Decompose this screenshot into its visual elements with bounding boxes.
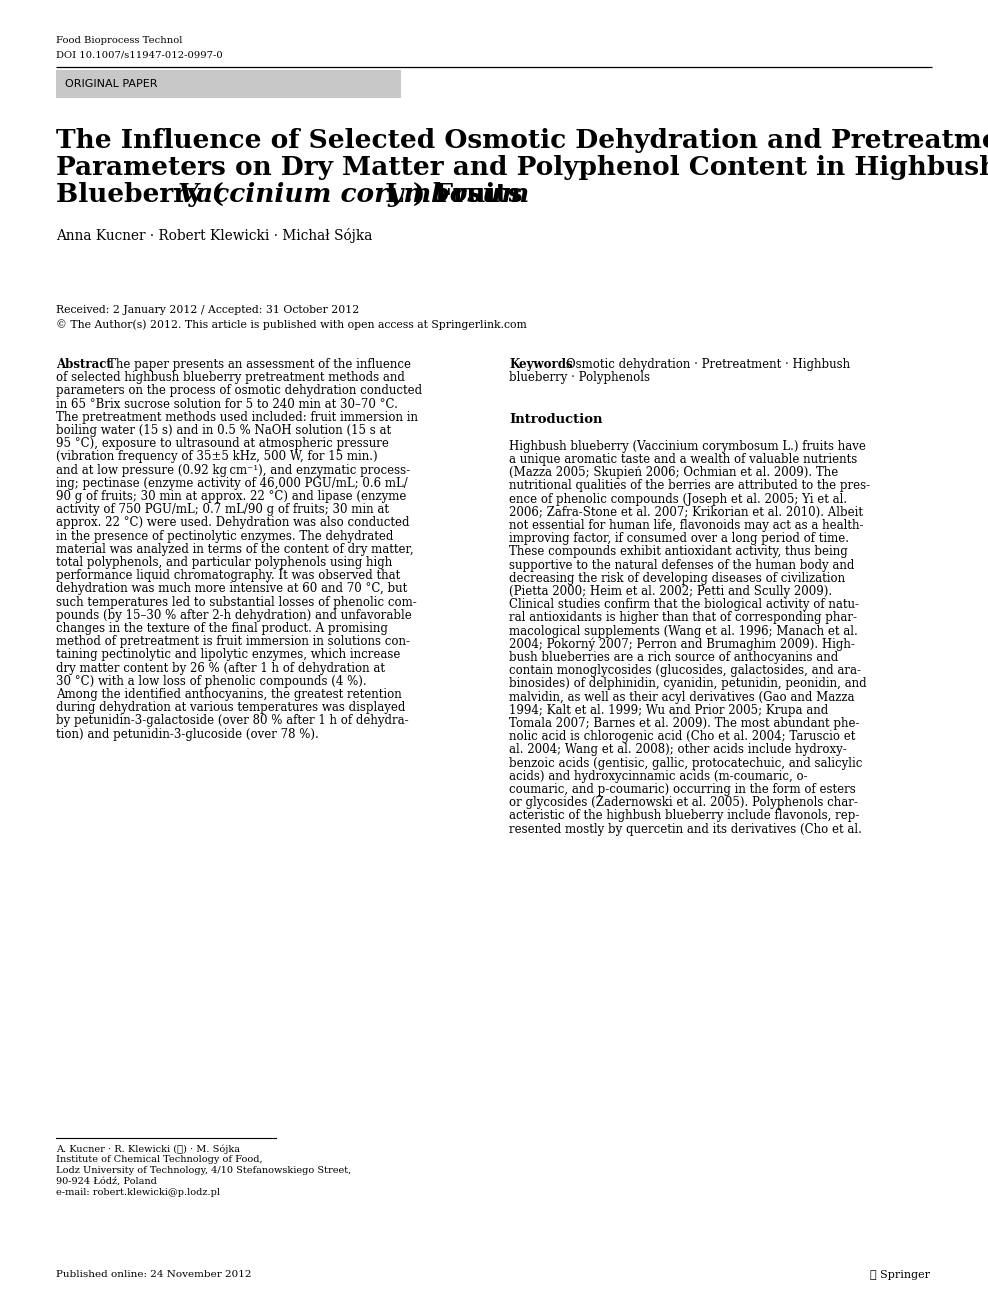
Text: in the presence of pectinolytic enzymes. The dehydrated: in the presence of pectinolytic enzymes.… [56, 529, 393, 542]
Text: Tomala 2007; Barnes et al. 2009). The most abundant phe-: Tomala 2007; Barnes et al. 2009). The mo… [509, 717, 860, 730]
Text: dehydration was much more intensive at 60 and 70 °C, but: dehydration was much more intensive at 6… [56, 583, 407, 595]
Text: supportive to the natural defenses of the human body and: supportive to the natural defenses of th… [509, 558, 855, 571]
Text: or glycosides (Zadernowski et al. 2005). Polyphenols char-: or glycosides (Zadernowski et al. 2005).… [509, 796, 858, 809]
Text: acteristic of the highbush blueberry include flavonols, rep-: acteristic of the highbush blueberry inc… [509, 809, 860, 822]
Text: benzoic acids (gentisic, gallic, protocatechuic, and salicylic: benzoic acids (gentisic, gallic, protoca… [509, 756, 863, 769]
Text: Received: 2 January 2012 / Accepted: 31 October 2012: Received: 2 January 2012 / Accepted: 31 … [56, 305, 360, 315]
Text: Parameters on Dry Matter and Polyphenol Content in Highbush: Parameters on Dry Matter and Polyphenol … [56, 155, 988, 180]
Text: dry matter content by 26 % (after 1 h of dehydration at: dry matter content by 26 % (after 1 h of… [56, 662, 385, 675]
Text: © The Author(s) 2012. This article is published with open access at Springerlink: © The Author(s) 2012. This article is pu… [56, 319, 527, 330]
Text: macological supplements (Wang et al. 1996; Manach et al.: macological supplements (Wang et al. 199… [509, 625, 858, 638]
Text: of selected highbush blueberry pretreatment methods and: of selected highbush blueberry pretreatm… [56, 372, 405, 385]
Text: pounds (by 15–30 % after 2-h dehydration) and unfavorable: pounds (by 15–30 % after 2-h dehydration… [56, 609, 412, 622]
Text: blueberry · Polyphenols: blueberry · Polyphenols [509, 372, 650, 385]
Text: such temperatures led to substantial losses of phenolic com-: such temperatures led to substantial los… [56, 596, 417, 609]
Text: boiling water (15 s) and in 0.5 % NaOH solution (15 s at: boiling water (15 s) and in 0.5 % NaOH s… [56, 424, 391, 437]
Text: (Mazza 2005; Skupień 2006; Ochmian et al. 2009). The: (Mazza 2005; Skupień 2006; Ochmian et al… [509, 466, 838, 479]
Text: Institute of Chemical Technology of Food,: Institute of Chemical Technology of Food… [56, 1155, 263, 1165]
Text: not essential for human life, flavonoids may act as a health-: not essential for human life, flavonoids… [509, 519, 864, 532]
Text: ④ Springer: ④ Springer [870, 1270, 930, 1280]
Text: binosides) of delphinidin, cyanidin, petunidin, peonidin, and: binosides) of delphinidin, cyanidin, pet… [509, 678, 866, 691]
Text: L.) Fruits: L.) Fruits [376, 183, 523, 207]
Text: Clinical studies confirm that the biological activity of natu-: Clinical studies confirm that the biolog… [509, 599, 859, 612]
Text: DOI 10.1007/s11947-012-0997-0: DOI 10.1007/s11947-012-0997-0 [56, 50, 222, 59]
Text: in 65 °Brix sucrose solution for 5 to 240 min at 30–70 °C.: in 65 °Brix sucrose solution for 5 to 24… [56, 398, 398, 411]
Text: tion) and petunidin-3-glucoside (over 78 %).: tion) and petunidin-3-glucoside (over 78… [56, 727, 319, 741]
Text: parameters on the process of osmotic dehydration conducted: parameters on the process of osmotic deh… [56, 385, 422, 398]
Text: ORIGINAL PAPER: ORIGINAL PAPER [65, 79, 157, 89]
Text: Food Bioprocess Technol: Food Bioprocess Technol [56, 35, 183, 45]
Text: by petunidin-3-galactoside (over 80 % after 1 h of dehydra-: by petunidin-3-galactoside (over 80 % af… [56, 714, 409, 727]
Text: 2004; Pokorný 2007; Perron and Brumaghim 2009). High-: 2004; Pokorný 2007; Perron and Brumaghim… [509, 638, 855, 651]
Text: a unique aromatic taste and a wealth of valuable nutrients: a unique aromatic taste and a wealth of … [509, 453, 858, 466]
Text: activity of 750 PGU/mL; 0.7 mL/90 g of fruits; 30 min at: activity of 750 PGU/mL; 0.7 mL/90 g of f… [56, 503, 389, 516]
Text: Highbush blueberry (Vaccinium corymbosum L.) fruits have: Highbush blueberry (Vaccinium corymbosum… [509, 440, 865, 453]
Text: (Pietta 2000; Heim et al. 2002; Petti and Scully 2009).: (Pietta 2000; Heim et al. 2002; Petti an… [509, 586, 832, 597]
Text: e-mail: robert.klewicki@p.lodz.pl: e-mail: robert.klewicki@p.lodz.pl [56, 1188, 220, 1197]
Text: nutritional qualities of the berries are attributed to the pres-: nutritional qualities of the berries are… [509, 479, 870, 492]
Text: Published online: 24 November 2012: Published online: 24 November 2012 [56, 1270, 252, 1279]
Text: taining pectinolytic and lipolytic enzymes, which increase: taining pectinolytic and lipolytic enzym… [56, 649, 400, 662]
Text: The pretreatment methods used included: fruit immersion in: The pretreatment methods used included: … [56, 411, 418, 424]
Text: al. 2004; Wang et al. 2008); other acids include hydroxy-: al. 2004; Wang et al. 2008); other acids… [509, 743, 847, 756]
Bar [56, 70, 401, 98]
Text: during dehydration at various temperatures was displayed: during dehydration at various temperatur… [56, 701, 405, 714]
Text: material was analyzed in terms of the content of dry matter,: material was analyzed in terms of the co… [56, 542, 414, 555]
Text: 30 °C) with a low loss of phenolic compounds (4 %).: 30 °C) with a low loss of phenolic compo… [56, 675, 367, 688]
Text: approx. 22 °C) were used. Dehydration was also conducted: approx. 22 °C) were used. Dehydration wa… [56, 516, 409, 529]
Text: Lodz University of Technology, 4/10 Stefanowskiego Street,: Lodz University of Technology, 4/10 Stef… [56, 1166, 352, 1175]
Text: 2006; Zafra-Stone et al. 2007; Krikorian et al. 2010). Albeit: 2006; Zafra-Stone et al. 2007; Krikorian… [509, 506, 863, 519]
Text: Abstract: Abstract [56, 358, 112, 372]
Text: A. Kucner · R. Klewicki (✉) · M. Sójka: A. Kucner · R. Klewicki (✉) · M. Sójka [56, 1144, 240, 1154]
Text: Vaccinium corymbosum: Vaccinium corymbosum [178, 183, 530, 207]
Text: The paper presents an assessment of the influence: The paper presents an assessment of the … [108, 358, 411, 372]
Text: Keywords: Keywords [509, 358, 573, 372]
Text: decreasing the risk of developing diseases of civilization: decreasing the risk of developing diseas… [509, 572, 845, 584]
Text: These compounds exhibit antioxidant activity, thus being: These compounds exhibit antioxidant acti… [509, 545, 848, 558]
Text: ing; pectinase (enzyme activity of 46,000 PGU/mL; 0.6 mL/: ing; pectinase (enzyme activity of 46,00… [56, 477, 408, 490]
Text: method of pretreatment is fruit immersion in solutions con-: method of pretreatment is fruit immersio… [56, 635, 410, 649]
Text: nolic acid is chlorogenic acid (Cho et al. 2004; Taruscio et: nolic acid is chlorogenic acid (Cho et a… [509, 730, 856, 743]
Text: ence of phenolic compounds (Joseph et al. 2005; Yi et al.: ence of phenolic compounds (Joseph et al… [509, 492, 847, 506]
Text: Among the identified anthocyanins, the greatest retention: Among the identified anthocyanins, the g… [56, 688, 402, 701]
Text: bush blueberries are a rich source of anthocyanins and: bush blueberries are a rich source of an… [509, 651, 838, 664]
Text: changes in the texture of the final product. A promising: changes in the texture of the final prod… [56, 622, 388, 635]
Text: Introduction: Introduction [509, 414, 603, 427]
Text: performance liquid chromatography. It was observed that: performance liquid chromatography. It wa… [56, 570, 400, 582]
Text: 90-924 Łódź, Poland: 90-924 Łódź, Poland [56, 1176, 157, 1186]
Text: malvidin, as well as their acyl derivatives (Gao and Mazza: malvidin, as well as their acyl derivati… [509, 691, 855, 704]
Text: 95 °C), exposure to ultrasound at atmospheric pressure: 95 °C), exposure to ultrasound at atmosp… [56, 437, 389, 450]
Text: Anna Kucner · Robert Klewicki · Michał Sójka: Anna Kucner · Robert Klewicki · Michał S… [56, 228, 372, 243]
Text: ral antioxidants is higher than that of corresponding phar-: ral antioxidants is higher than that of … [509, 612, 857, 625]
Text: and at low pressure (0.92 kg cm⁻¹), and enzymatic process-: and at low pressure (0.92 kg cm⁻¹), and … [56, 463, 410, 477]
Text: 1994; Kalt et al. 1999; Wu and Prior 2005; Krupa and: 1994; Kalt et al. 1999; Wu and Prior 200… [509, 704, 828, 717]
Text: acids) and hydroxycinnamic acids (m-coumaric, o-: acids) and hydroxycinnamic acids (m-coum… [509, 769, 807, 783]
Text: total polyphenols, and particular polyphenols using high: total polyphenols, and particular polyph… [56, 555, 392, 569]
Text: improving factor, if consumed over a long period of time.: improving factor, if consumed over a lon… [509, 532, 849, 545]
Text: The Influence of Selected Osmotic Dehydration and Pretreatment: The Influence of Selected Osmotic Dehydr… [56, 127, 988, 154]
Text: coumaric, and p-coumaric) occurring in the form of esters: coumaric, and p-coumaric) occurring in t… [509, 783, 856, 796]
Text: contain monoglycosides (glucosides, galactosides, and ara-: contain monoglycosides (glucosides, gala… [509, 664, 861, 678]
Text: Blueberry (: Blueberry ( [56, 183, 224, 207]
Text: (vibration frequency of 35±5 kHz, 500 W, for 15 min.): (vibration frequency of 35±5 kHz, 500 W,… [56, 450, 377, 463]
Text: Osmotic dehydration · Pretreatment · Highbush: Osmotic dehydration · Pretreatment · Hig… [566, 358, 850, 372]
Text: resented mostly by quercetin and its derivatives (Cho et al.: resented mostly by quercetin and its der… [509, 823, 862, 835]
Text: 90 g of fruits; 30 min at approx. 22 °C) and lipase (enzyme: 90 g of fruits; 30 min at approx. 22 °C)… [56, 490, 406, 503]
